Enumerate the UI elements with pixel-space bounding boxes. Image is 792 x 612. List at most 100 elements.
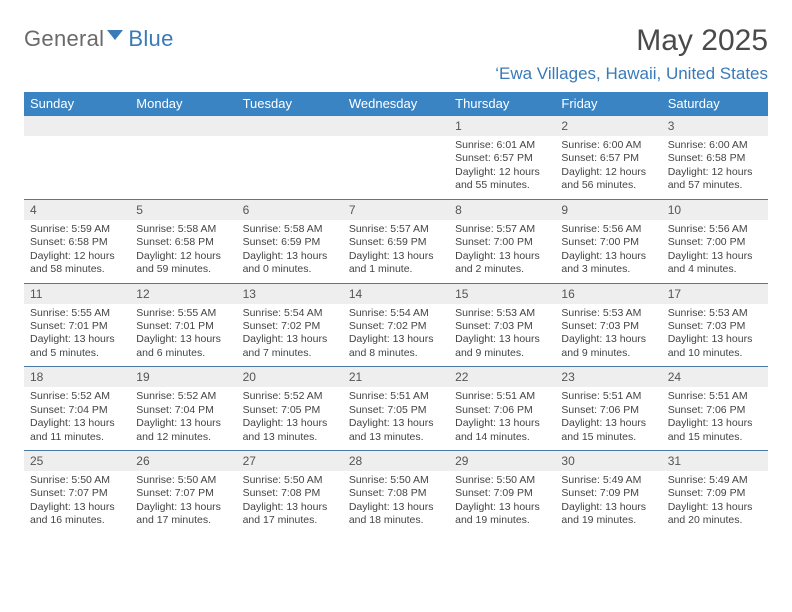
day-number-row: 123 xyxy=(24,115,768,136)
logo-word1: General xyxy=(24,26,104,52)
d2-text: and 12 minutes. xyxy=(136,431,230,444)
d2-text: and 15 minutes. xyxy=(668,431,762,444)
day-number: 3 xyxy=(662,116,768,136)
d1-text: Daylight: 13 hours xyxy=(136,417,230,430)
sunset-text: Sunset: 7:03 PM xyxy=(561,320,655,333)
day-cell: Sunrise: 5:51 AMSunset: 7:05 PMDaylight:… xyxy=(343,387,449,450)
sunrise-text: Sunrise: 5:54 AM xyxy=(349,307,443,320)
sunset-text: Sunset: 6:59 PM xyxy=(243,236,337,249)
day-cell: Sunrise: 5:51 AMSunset: 7:06 PMDaylight:… xyxy=(662,387,768,450)
day-number: 17 xyxy=(662,284,768,304)
d2-text: and 1 minute. xyxy=(349,263,443,276)
d1-text: Daylight: 12 hours xyxy=(30,250,124,263)
sunrise-text: Sunrise: 5:53 AM xyxy=(561,307,655,320)
sunrise-text: Sunrise: 5:50 AM xyxy=(243,474,337,487)
day-number: 8 xyxy=(449,200,555,220)
d2-text: and 6 minutes. xyxy=(136,347,230,360)
sunrise-text: Sunrise: 5:59 AM xyxy=(30,223,124,236)
day-number: 14 xyxy=(343,284,449,304)
day-data-row: Sunrise: 6:01 AMSunset: 6:57 PMDaylight:… xyxy=(24,136,768,199)
sunset-text: Sunset: 7:08 PM xyxy=(243,487,337,500)
d2-text: and 3 minutes. xyxy=(561,263,655,276)
sunset-text: Sunset: 7:09 PM xyxy=(455,487,549,500)
sunset-text: Sunset: 6:58 PM xyxy=(668,152,762,165)
day-cell: Sunrise: 5:52 AMSunset: 7:05 PMDaylight:… xyxy=(237,387,343,450)
d1-text: Daylight: 13 hours xyxy=(30,417,124,430)
d2-text: and 15 minutes. xyxy=(561,431,655,444)
weekday-header: Sunday xyxy=(24,92,130,115)
sunset-text: Sunset: 7:06 PM xyxy=(668,404,762,417)
sunset-text: Sunset: 7:04 PM xyxy=(30,404,124,417)
day-cell: Sunrise: 5:50 AMSunset: 7:09 PMDaylight:… xyxy=(449,471,555,534)
d1-text: Daylight: 13 hours xyxy=(243,501,337,514)
day-cell: Sunrise: 5:50 AMSunset: 7:07 PMDaylight:… xyxy=(24,471,130,534)
d1-text: Daylight: 12 hours xyxy=(561,166,655,179)
sunrise-text: Sunrise: 5:58 AM xyxy=(136,223,230,236)
flag-icon xyxy=(106,28,126,48)
day-cell: Sunrise: 5:50 AMSunset: 7:07 PMDaylight:… xyxy=(130,471,236,534)
d1-text: Daylight: 13 hours xyxy=(349,250,443,263)
day-cell xyxy=(24,136,130,199)
day-number: 15 xyxy=(449,284,555,304)
day-number: 2 xyxy=(555,116,661,136)
day-cell xyxy=(343,136,449,199)
day-cell: Sunrise: 5:49 AMSunset: 7:09 PMDaylight:… xyxy=(555,471,661,534)
sunrise-text: Sunrise: 5:51 AM xyxy=(455,390,549,403)
day-cell xyxy=(237,136,343,199)
sunrise-text: Sunrise: 5:55 AM xyxy=(30,307,124,320)
d1-text: Daylight: 13 hours xyxy=(455,417,549,430)
d1-text: Daylight: 13 hours xyxy=(243,333,337,346)
d2-text: and 9 minutes. xyxy=(561,347,655,360)
d1-text: Daylight: 13 hours xyxy=(455,250,549,263)
day-number: 21 xyxy=(343,367,449,387)
d1-text: Daylight: 13 hours xyxy=(136,333,230,346)
sunrise-text: Sunrise: 5:52 AM xyxy=(243,390,337,403)
sunset-text: Sunset: 7:00 PM xyxy=(668,236,762,249)
sunrise-text: Sunrise: 5:56 AM xyxy=(561,223,655,236)
day-number xyxy=(130,116,236,136)
day-number: 12 xyxy=(130,284,236,304)
d1-text: Daylight: 13 hours xyxy=(243,417,337,430)
day-cell: Sunrise: 5:55 AMSunset: 7:01 PMDaylight:… xyxy=(130,304,236,367)
day-number: 1 xyxy=(449,116,555,136)
day-cell: Sunrise: 5:53 AMSunset: 7:03 PMDaylight:… xyxy=(449,304,555,367)
sunrise-text: Sunrise: 5:51 AM xyxy=(561,390,655,403)
sunset-text: Sunset: 7:02 PM xyxy=(243,320,337,333)
d2-text: and 10 minutes. xyxy=(668,347,762,360)
day-number: 20 xyxy=(237,367,343,387)
sunset-text: Sunset: 7:09 PM xyxy=(561,487,655,500)
d1-text: Daylight: 13 hours xyxy=(243,250,337,263)
sunset-text: Sunset: 7:04 PM xyxy=(136,404,230,417)
sunrise-text: Sunrise: 5:52 AM xyxy=(30,390,124,403)
day-cell: Sunrise: 5:54 AMSunset: 7:02 PMDaylight:… xyxy=(343,304,449,367)
weekday-header: Wednesday xyxy=(343,92,449,115)
page-title: May 2025 xyxy=(495,24,768,58)
weekday-header: Friday xyxy=(555,92,661,115)
d2-text: and 59 minutes. xyxy=(136,263,230,276)
day-cell: Sunrise: 5:53 AMSunset: 7:03 PMDaylight:… xyxy=(662,304,768,367)
d1-text: Daylight: 13 hours xyxy=(561,333,655,346)
d1-text: Daylight: 13 hours xyxy=(349,417,443,430)
d2-text: and 2 minutes. xyxy=(455,263,549,276)
d2-text: and 7 minutes. xyxy=(243,347,337,360)
day-number-row: 25262728293031 xyxy=(24,450,768,471)
day-cell: Sunrise: 5:58 AMSunset: 6:58 PMDaylight:… xyxy=(130,220,236,283)
sunrise-text: Sunrise: 5:56 AM xyxy=(668,223,762,236)
sunset-text: Sunset: 7:01 PM xyxy=(136,320,230,333)
weekday-header: Saturday xyxy=(662,92,768,115)
day-number: 13 xyxy=(237,284,343,304)
d2-text: and 16 minutes. xyxy=(30,514,124,527)
sunrise-text: Sunrise: 5:50 AM xyxy=(455,474,549,487)
sunset-text: Sunset: 7:06 PM xyxy=(561,404,655,417)
sunrise-text: Sunrise: 5:53 AM xyxy=(668,307,762,320)
sunset-text: Sunset: 7:00 PM xyxy=(561,236,655,249)
day-cell: Sunrise: 5:54 AMSunset: 7:02 PMDaylight:… xyxy=(237,304,343,367)
logo-word2: Blue xyxy=(128,26,173,52)
day-cell: Sunrise: 5:50 AMSunset: 7:08 PMDaylight:… xyxy=(343,471,449,534)
sunrise-text: Sunrise: 5:52 AM xyxy=(136,390,230,403)
day-cell: Sunrise: 5:59 AMSunset: 6:58 PMDaylight:… xyxy=(24,220,130,283)
day-number xyxy=(343,116,449,136)
d2-text: and 13 minutes. xyxy=(349,431,443,444)
d1-text: Daylight: 13 hours xyxy=(455,333,549,346)
sunrise-text: Sunrise: 5:57 AM xyxy=(349,223,443,236)
